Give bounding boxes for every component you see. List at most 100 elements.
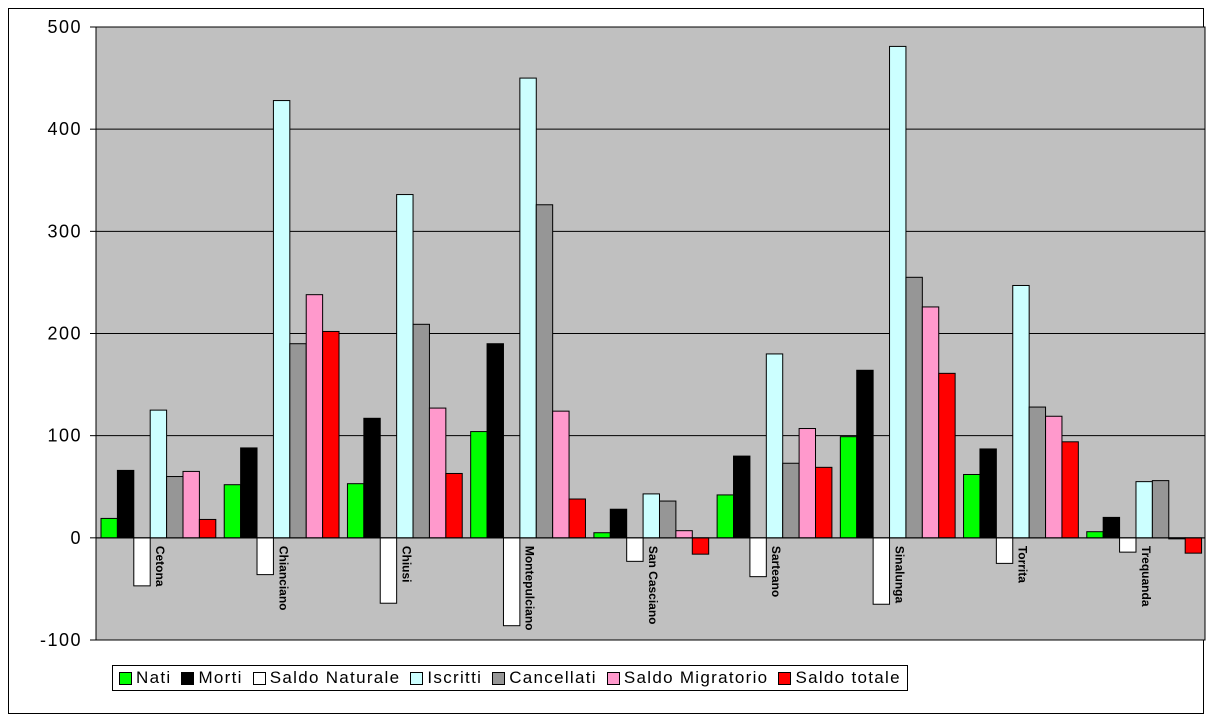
bar-cancellati [535,204,554,539]
category-label: Chiusi [399,546,413,583]
bar-saldo-totale [815,466,833,539]
bar-saldo-totale [198,518,217,539]
category-labels: Cetona Chianciano Chiusi Montepulciano San C… [153,546,1153,631]
bar-saldo-migratorio [428,407,447,539]
legend-item: Morti [181,668,242,688]
bar-nati [100,517,118,539]
bars [96,45,1205,627]
bar-nati [470,431,488,539]
bar-morti [733,455,751,539]
bar-saldo-totale [1184,537,1203,554]
bar-nati [346,483,365,539]
bar-cancellati [289,343,307,539]
bar-nati [716,494,735,539]
y-tick-label: 0 [70,528,82,548]
category-label: Trequanda [1139,546,1153,607]
bar-iscritti [1135,481,1153,539]
bar-saldo-naturale [256,537,274,576]
y-tick-label: 200 [47,324,82,344]
bar-cancellati [905,276,923,539]
bar-saldo-migratorio [182,470,200,539]
bar-iscritti [889,45,907,539]
bar-saldo-totale [1061,441,1079,539]
legend-swatch [492,671,506,685]
bar-nati [963,473,981,539]
bar-nati [593,532,611,539]
bar-cancellati [658,500,677,539]
bar-morti [116,469,135,539]
bar-saldo-migratorio [305,294,324,539]
bar-saldo-totale [322,330,340,539]
bar-saldo-naturale [995,537,1014,564]
bar-saldo-migratorio [1045,415,1063,539]
category-label: Cetona [153,546,167,587]
bar-morti [1102,516,1121,539]
bar-saldo-naturale [379,537,398,604]
legend-item: Saldo Naturale [252,668,401,688]
bar-morti [363,417,381,539]
bar-saldo-naturale [133,537,151,587]
bar-saldo-totale [445,472,463,539]
bar-saldo-migratorio [921,306,940,539]
legend-item: Nati [119,668,171,688]
bar-saldo-naturale [502,537,521,627]
bar-saldo-naturale [626,537,644,562]
category-label: San Casciano [646,546,660,625]
legend-item: Saldo totale [778,668,900,688]
bar-morti [486,343,504,539]
bar-cancellati [166,476,184,539]
y-tick-label: -100 [40,630,82,650]
bar-iscritti [1012,284,1030,539]
bar-cancellati [1151,480,1170,539]
bar-saldo-naturale [872,537,891,605]
bar-saldo-naturale [749,537,767,578]
category-label: Chianciano [276,546,290,611]
bar-cancellati [1028,406,1047,539]
legend-item: Saldo Migratorio [606,668,769,688]
legend-item: Cancellati [492,668,597,688]
bar-saldo-migratorio [798,428,817,539]
bar-morti [856,369,874,539]
bar-nati [839,436,858,539]
bar-saldo-naturale [1119,537,1137,553]
bar-iscritti [519,77,537,539]
y-tick-label: 500 [47,17,82,37]
y-axis-ticks: -100 0 100 200 300 400 500 [40,17,96,650]
bar-iscritti [642,493,660,539]
bar-morti [609,508,628,539]
legend-label: Saldo totale [795,668,901,687]
legend-item: Iscritti [410,668,482,688]
category-label: Torrita [1016,546,1030,583]
legend-swatch [252,671,266,685]
bar-nati [223,484,242,539]
bar-iscritti [396,194,414,539]
category-label: Sinalunga [892,546,906,604]
legend: Nati Morti Saldo Naturale Iscritti Cancellat… [112,665,908,691]
bar-morti [979,448,997,539]
category-label: Montepulciano [523,546,537,631]
legend-swatch [778,671,792,685]
legend-swatch [181,671,195,685]
legend-label: Cancellati [509,668,597,687]
category-label: Sarteano [769,546,783,597]
legend-label: Iscritti [427,668,483,687]
legend-label: Saldo Migratorio [623,668,769,687]
bar-iscritti [765,353,784,539]
bar-saldo-migratorio [552,410,570,539]
legend-swatch [119,671,132,685]
legend-swatch [410,671,424,685]
bar-iscritti [272,100,291,539]
bar-saldo-totale [938,372,956,539]
legend-label: Nati [136,668,172,687]
y-tick-label: 300 [47,221,82,241]
y-tick-label: 400 [47,119,82,139]
legend-swatch [606,671,620,685]
bar-saldo-migratorio [675,530,693,539]
legend-label: Morti [198,668,243,687]
bar-nati [1086,531,1104,539]
bar-saldo-totale [568,498,586,539]
bar-cancellati [412,323,430,539]
bar-saldo-totale [691,537,710,555]
bar-cancellati [782,462,800,539]
